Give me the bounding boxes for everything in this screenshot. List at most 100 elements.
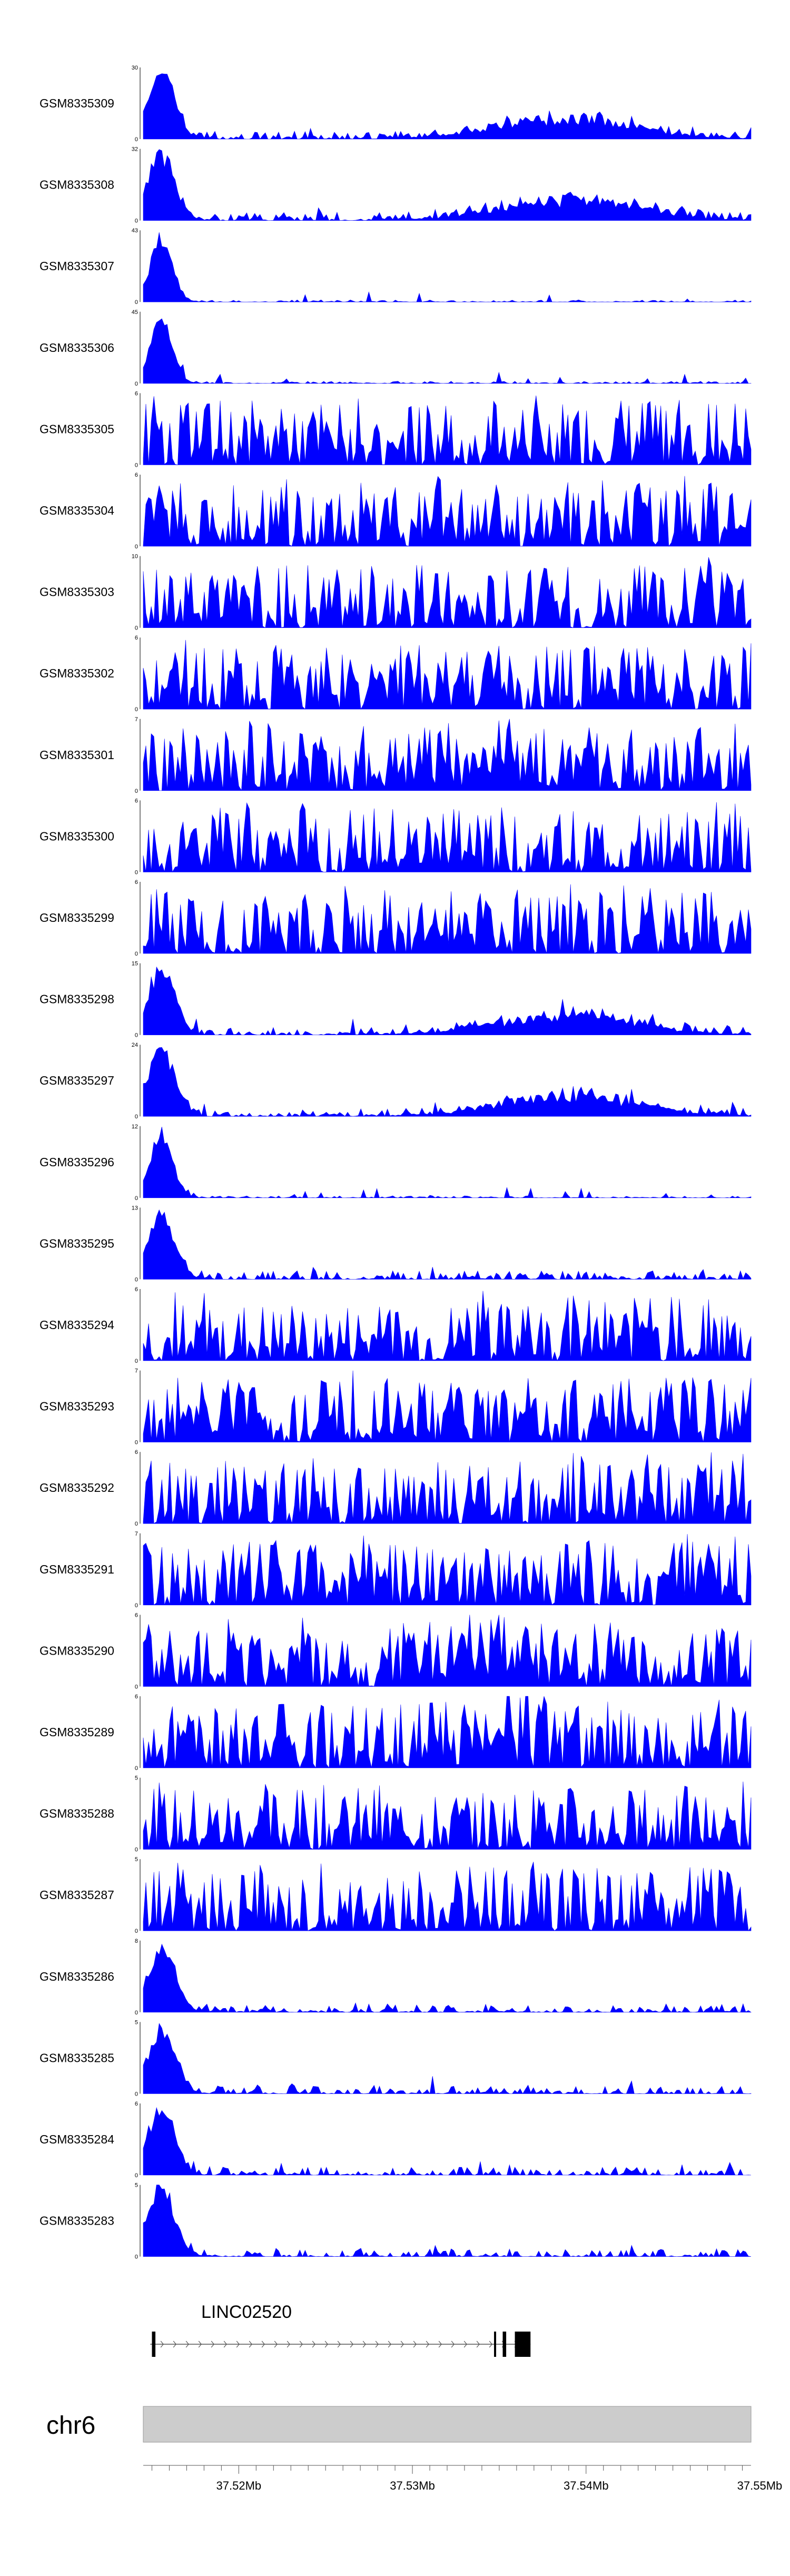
x-tick-label: 37.55Mb [737, 2479, 783, 2492]
strand-arrow [324, 2341, 328, 2348]
track-label: GSM8335308 [39, 178, 114, 192]
strand-arrow [375, 2341, 379, 2348]
y-max-tick-label: 13 [132, 1205, 138, 1211]
strand-arrow [185, 2341, 189, 2348]
coverage-track: GSM8335286 8 0 [39, 1938, 752, 2016]
x-tick-label: 37.53Mb [390, 2479, 435, 2492]
coverage-area [143, 2107, 752, 2176]
coverage-area [143, 884, 752, 955]
coverage-area [143, 640, 752, 710]
strand-arrow [362, 2341, 366, 2348]
coverage-area [143, 2185, 752, 2257]
coverage-area [143, 1291, 752, 1361]
y-max-tick-label: 30 [132, 65, 138, 71]
strand-arrow [287, 2341, 290, 2348]
y-min-tick-label: 0 [135, 1033, 138, 1039]
y-min-tick-label: 0 [135, 1928, 138, 1934]
y-min-tick-label: 0 [135, 381, 138, 387]
strand-arrow [249, 2341, 252, 2348]
chromosome-ideogram-bar [143, 2406, 752, 2443]
y-max-tick-label: 7 [135, 1368, 138, 1374]
y-min-tick-label: 0 [135, 462, 138, 468]
strand-arrow [489, 2341, 492, 2348]
y-max-tick-label: 6 [135, 635, 138, 641]
y-min-tick-label: 0 [135, 1684, 138, 1690]
track-label: GSM8335302 [39, 666, 114, 680]
gene-label: LINC02520 [201, 2302, 292, 2322]
track-label: GSM8335293 [39, 1400, 114, 1413]
coverage-track: GSM8335304 6 0 [39, 472, 752, 550]
coverage-track: GSM8335287 5 0 [39, 1856, 752, 1934]
track-label: GSM8335291 [39, 1562, 114, 1576]
coverage-track: GSM8335307 43 0 [39, 228, 752, 306]
coverage-track: GSM8335300 6 0 [39, 798, 752, 876]
y-max-tick-label: 5 [135, 1856, 138, 1863]
y-min-tick-label: 0 [135, 544, 138, 550]
y-min-tick-label: 0 [135, 2010, 138, 2016]
strand-arrow [236, 2341, 240, 2348]
y-max-tick-label: 8 [135, 1938, 138, 1944]
coverage-track: GSM8335288 5 0 [39, 1775, 752, 1853]
coverage-area [143, 719, 752, 791]
y-max-tick-label: 10 [132, 554, 138, 560]
y-max-tick-label: 15 [132, 961, 138, 967]
x-tick-label: 37.52Mb [216, 2479, 262, 2492]
y-max-tick-label: 5 [135, 2019, 138, 2026]
coverage-track: GSM8335303 10 0 [39, 554, 752, 632]
coverage-track: GSM8335308 32 0 [39, 146, 752, 224]
y-min-tick-label: 0 [135, 1195, 138, 1202]
y-min-tick-label: 0 [135, 1358, 138, 1364]
track-label: GSM8335294 [39, 1318, 114, 1332]
genome-axis: 37.52Mb 37.53Mb 37.54Mb 37.55Mb [143, 2465, 782, 2492]
track-label: GSM8335296 [39, 1155, 114, 1169]
y-max-tick-label: 6 [135, 2101, 138, 2107]
coverage-track: GSM8335295 13 0 [39, 1205, 752, 1283]
gene-exon [502, 2332, 507, 2357]
coverage-track: GSM8335285 5 0 [39, 2019, 752, 2097]
strand-arrow [173, 2341, 176, 2348]
y-min-tick-label: 0 [135, 2254, 138, 2260]
coverage-area [143, 2023, 752, 2095]
coverage-track: GSM8335306 45 0 [39, 309, 752, 387]
strand-arrow [451, 2341, 455, 2348]
y-max-tick-label: 6 [135, 1286, 138, 1293]
y-max-tick-label: 6 [135, 1612, 138, 1618]
y-min-tick-label: 0 [135, 788, 138, 794]
y-min-tick-label: 0 [135, 299, 138, 306]
y-max-tick-label: 45 [132, 309, 138, 316]
strand-arrow [438, 2341, 442, 2348]
coverage-track: GSM8335305 6 0 [39, 390, 752, 468]
coverage-area [143, 1615, 752, 1687]
strand-arrow [337, 2341, 341, 2348]
strand-arrow [413, 2341, 417, 2348]
coverage-area [143, 1209, 752, 1280]
coverage-track: GSM8335292 6 0 [39, 1449, 752, 1527]
y-min-tick-label: 0 [135, 706, 138, 713]
coverage-track: GSM8335290 6 0 [39, 1612, 752, 1690]
strand-arrow [261, 2341, 265, 2348]
y-min-tick-label: 0 [135, 218, 138, 224]
y-min-tick-label: 0 [135, 1114, 138, 1120]
track-label: GSM8335297 [39, 1074, 114, 1087]
coverage-track: GSM8335294 6 0 [39, 1286, 752, 1364]
y-min-tick-label: 0 [135, 625, 138, 632]
track-label: GSM8335299 [39, 911, 114, 925]
track-label: GSM8335289 [39, 1725, 114, 1739]
track-label: GSM8335301 [39, 748, 114, 762]
track-label: GSM8335292 [39, 1481, 114, 1495]
coverage-track: GSM8335289 6 0 [39, 1694, 752, 1772]
coverage-area [143, 1696, 752, 1768]
y-min-tick-label: 0 [135, 136, 138, 143]
strand-arrow [299, 2341, 303, 2348]
coverage-track: GSM8335293 7 0 [39, 1368, 752, 1446]
strand-arrow [274, 2341, 278, 2348]
strand-arrow [400, 2341, 404, 2348]
y-max-tick-label: 6 [135, 879, 138, 886]
coverage-tracks: GSM8335309300GSM8335308320GSM8335307430G… [39, 65, 752, 2260]
y-min-tick-label: 0 [135, 1276, 138, 1283]
strand-arrow [223, 2341, 227, 2348]
coverage-area [143, 1047, 752, 1117]
gene-annotation-track: LINC02520 [150, 2302, 531, 2357]
y-max-tick-label: 43 [132, 228, 138, 234]
